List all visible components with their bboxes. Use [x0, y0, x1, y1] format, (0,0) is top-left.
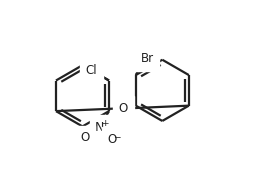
- Text: O: O: [80, 131, 90, 144]
- Text: Br: Br: [141, 52, 154, 65]
- Text: N: N: [95, 121, 104, 134]
- Text: +: +: [101, 119, 108, 128]
- Text: Cl: Cl: [86, 64, 97, 77]
- Text: O: O: [108, 133, 117, 146]
- Text: −: −: [113, 132, 120, 141]
- Text: O: O: [119, 102, 128, 115]
